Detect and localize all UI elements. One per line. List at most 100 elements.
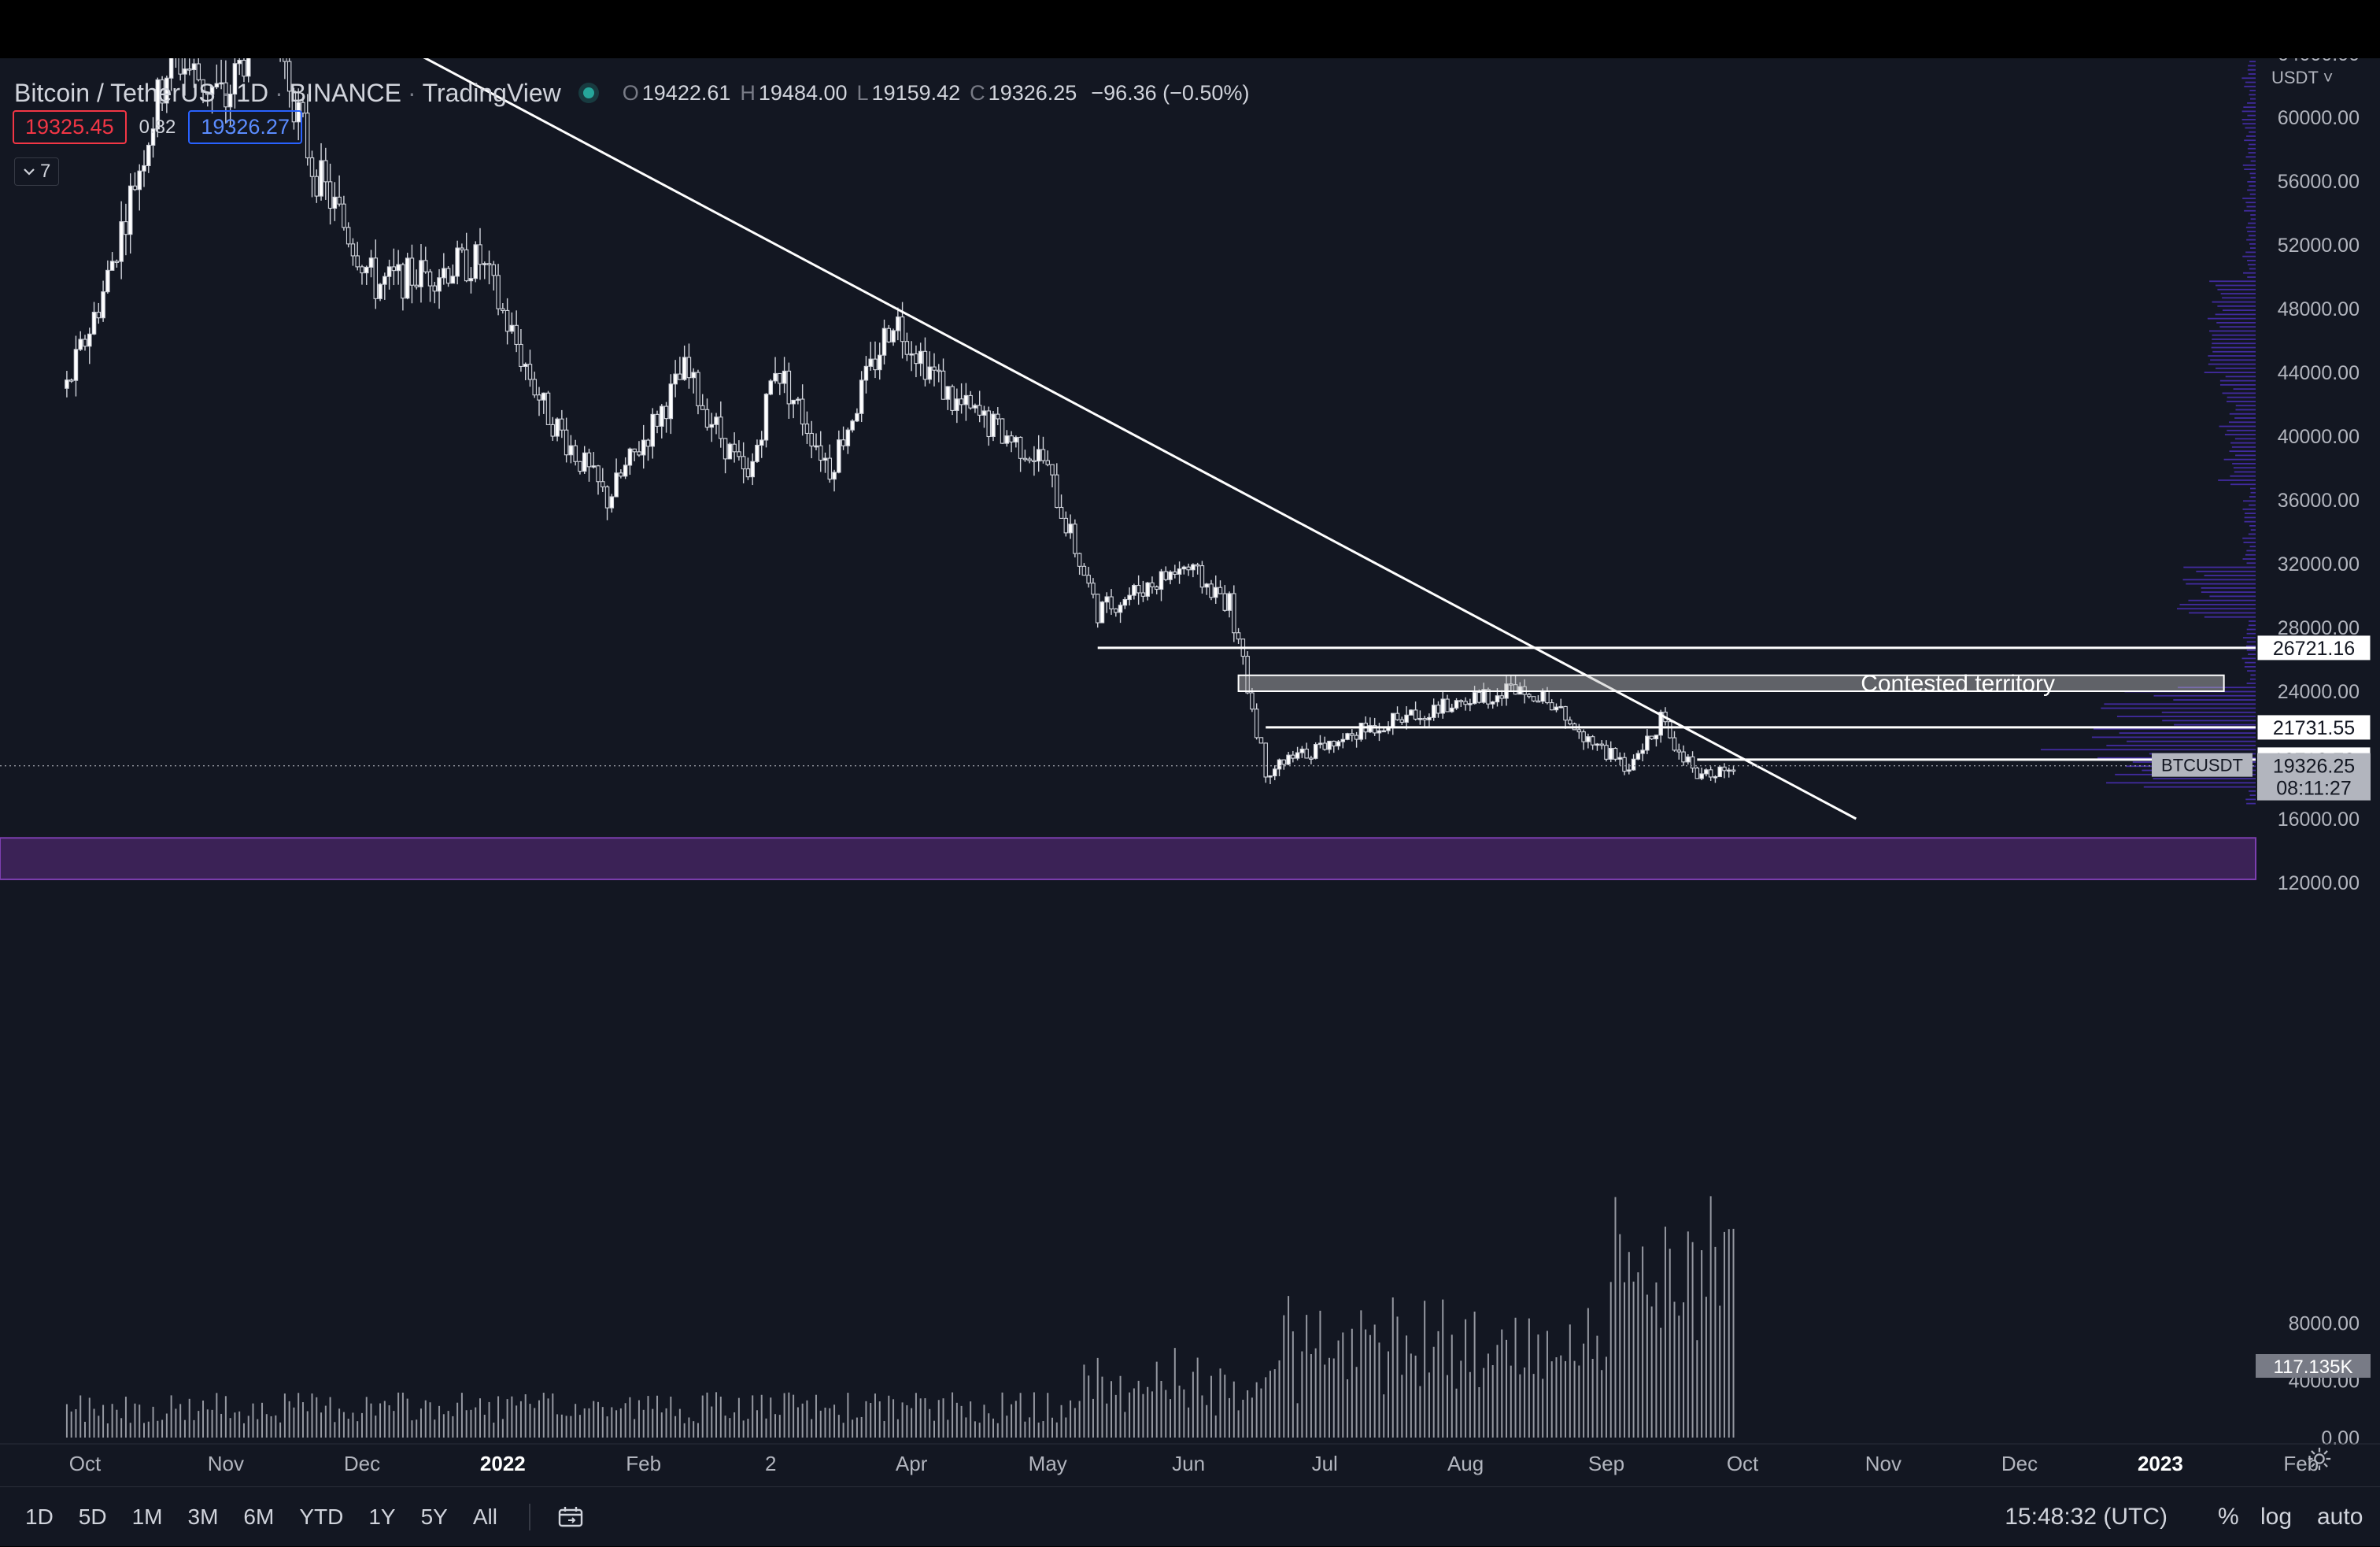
candle-body bbox=[83, 339, 87, 347]
volume-profile-bar bbox=[2101, 707, 2256, 709]
candle-body bbox=[850, 420, 855, 431]
currency-selector[interactable]: USDT ˅ bbox=[2271, 68, 2334, 87]
candle-body bbox=[1081, 565, 1087, 576]
candle-body bbox=[1458, 700, 1464, 702]
timeframe-6m-button[interactable]: 6M bbox=[243, 1504, 275, 1529]
volume-profile-bar bbox=[2242, 558, 2256, 560]
candle-body bbox=[155, 79, 161, 130]
timeframe-all-button[interactable]: All bbox=[472, 1504, 497, 1529]
auto-scale-toggle[interactable]: auto bbox=[2317, 1504, 2363, 1530]
candle-body bbox=[1109, 596, 1114, 609]
x-axis-tick: Feb bbox=[626, 1452, 661, 1475]
candle-body bbox=[1708, 769, 1713, 778]
volume-profile-bar bbox=[2250, 529, 2256, 531]
candle-body bbox=[1286, 754, 1291, 765]
candle-body bbox=[283, 58, 287, 62]
timeframe-1d-button[interactable]: 1D bbox=[25, 1504, 54, 1529]
volume-profile-bar bbox=[2241, 77, 2256, 80]
volume-profile-bar bbox=[2227, 396, 2256, 398]
volume-profile-bar bbox=[2248, 73, 2256, 75]
volume-profile-bar bbox=[2249, 185, 2256, 187]
volume-profile-bar bbox=[2250, 214, 2256, 216]
volume-profile-bar bbox=[2234, 438, 2256, 440]
candle-body bbox=[1513, 684, 1518, 695]
exchange-label: BINANCE bbox=[289, 78, 401, 107]
volume-profile-bar bbox=[2178, 687, 2256, 689]
y-axis-tick: 12000.00 bbox=[2278, 872, 2360, 894]
candle-body bbox=[1454, 700, 1459, 709]
timeframe-5d-button[interactable]: 5D bbox=[78, 1504, 107, 1529]
buy-price-button[interactable]: 19326.27 bbox=[188, 110, 302, 144]
volume-profile-bar bbox=[2235, 454, 2256, 457]
candle-body bbox=[886, 328, 892, 342]
utc-clock[interactable]: 15:48:32 (UTC) bbox=[2005, 1504, 2168, 1530]
interval-label[interactable]: 1D bbox=[236, 78, 269, 107]
candle-body bbox=[301, 102, 305, 114]
candle-body bbox=[1627, 769, 1632, 772]
candle-body bbox=[859, 379, 864, 414]
candle-body bbox=[981, 410, 987, 416]
candle-body bbox=[791, 399, 796, 405]
candle-body bbox=[101, 291, 105, 319]
candle-body bbox=[1000, 418, 1005, 444]
volume-profile-bar bbox=[2242, 508, 2256, 510]
candle-body bbox=[1258, 737, 1264, 744]
indicators-toggle-button[interactable]: 7 bbox=[14, 157, 60, 186]
candle-body bbox=[732, 443, 737, 453]
candle-body bbox=[105, 269, 110, 293]
price-axis-tag-label: 19326.25 bbox=[2273, 756, 2355, 778]
support-zone bbox=[0, 837, 2256, 880]
ohlc-high: H 19484.00 bbox=[740, 80, 848, 105]
price-chart[interactable]: Contested territory 80000.0076000.007200… bbox=[0, 58, 2380, 1486]
volume-profile-bar bbox=[2241, 119, 2256, 120]
volume-profile-bar bbox=[2244, 168, 2256, 171]
timeframe-1m-button[interactable]: 1M bbox=[131, 1504, 163, 1529]
chart-header: Bitcoin / TetherUS · 1D · BINANCE · Trad… bbox=[14, 76, 1249, 110]
candle-body bbox=[478, 244, 482, 265]
candle-body bbox=[709, 424, 715, 428]
volume-profile-bar bbox=[2247, 189, 2256, 191]
x-axis-tick: May bbox=[1029, 1452, 1067, 1475]
bid-ask-panel: 19325.45 0.82 19326.27 bbox=[13, 110, 302, 144]
candle-body bbox=[586, 452, 592, 468]
volume-profile-bar bbox=[2246, 645, 2256, 647]
timeframe-1y-button[interactable]: 1Y bbox=[368, 1504, 396, 1529]
candle-body bbox=[364, 266, 369, 274]
timeframe-5y-button[interactable]: 5Y bbox=[420, 1504, 448, 1529]
candle-body bbox=[678, 373, 682, 380]
percent-scale-toggle[interactable]: % bbox=[2218, 1504, 2239, 1530]
volume-profile-bar bbox=[2246, 802, 2256, 805]
candle-body bbox=[550, 424, 556, 437]
candle-body bbox=[1122, 598, 1128, 606]
candle-body bbox=[1118, 605, 1123, 613]
candle-body bbox=[1645, 735, 1650, 751]
source-label: TradingView bbox=[422, 78, 561, 107]
timeframe-ytd-button[interactable]: YTD bbox=[299, 1504, 344, 1529]
candle-body bbox=[619, 472, 623, 477]
candle-body bbox=[1540, 690, 1545, 702]
volume-profile-bar bbox=[2249, 504, 2256, 506]
volume-profile-bar bbox=[2219, 425, 2256, 427]
volume-profile-bar bbox=[2217, 305, 2256, 307]
candle-body bbox=[1340, 738, 1346, 742]
candle-body bbox=[1099, 601, 1105, 624]
candle-body bbox=[655, 413, 660, 427]
candle-body bbox=[87, 333, 92, 347]
sell-price-button[interactable]: 19325.45 bbox=[13, 110, 127, 144]
candle-body bbox=[645, 439, 651, 447]
candle-body bbox=[1132, 584, 1136, 596]
candle-body bbox=[668, 383, 674, 420]
candle-body bbox=[1599, 743, 1604, 746]
gear-icon[interactable] bbox=[2306, 1445, 2333, 1472]
volume-profile-bar bbox=[2248, 653, 2256, 656]
x-axis-tick: 2023 bbox=[2138, 1452, 2183, 1475]
candle-body bbox=[227, 93, 233, 108]
candle-body bbox=[1404, 714, 1409, 723]
log-scale-toggle[interactable]: log bbox=[2260, 1504, 2293, 1530]
candle-body bbox=[178, 58, 183, 75]
symbol-name[interactable]: Bitcoin / TetherUS bbox=[14, 78, 216, 107]
timeframe-3m-button[interactable]: 3M bbox=[187, 1504, 219, 1529]
candle-body bbox=[437, 277, 442, 292]
candle-body bbox=[818, 445, 823, 461]
date-range-icon[interactable] bbox=[557, 1505, 584, 1529]
